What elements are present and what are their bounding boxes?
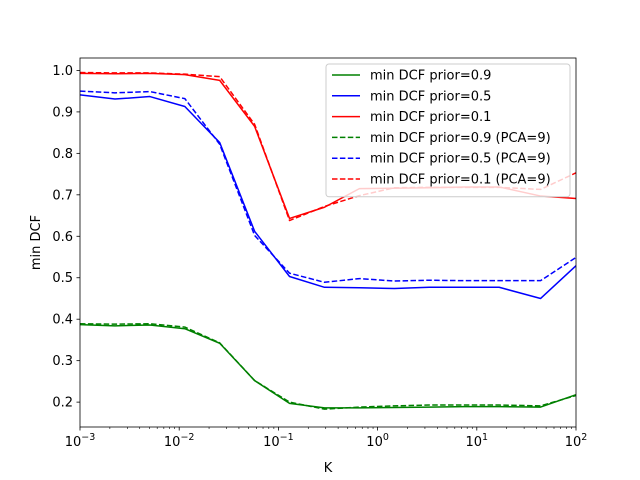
- x-tick-label: 101: [466, 432, 489, 450]
- x-tick-label: 10−1: [263, 432, 294, 450]
- x-axis-label: K: [324, 461, 333, 476]
- x-tick-label: 10−2: [164, 432, 195, 450]
- y-tick-label: 0.4: [52, 313, 73, 328]
- legend: min DCF prior=0.9 min DCF prior=0.5 min DC…: [325, 63, 571, 198]
- y-tick-label: 1.0: [52, 64, 73, 79]
- y-tick-label: 0.6: [52, 230, 73, 245]
- y-tick-label: 0.8: [52, 147, 73, 162]
- legend-label: min DCF prior=0.1 (PCA=9): [370, 173, 551, 188]
- x-tick-label: 102: [565, 432, 588, 450]
- series-line-2: [80, 94, 576, 300]
- legend-label: min DCF prior=0.5 (PCA=9): [370, 152, 551, 167]
- series-line-4: [80, 323, 576, 410]
- plot-frame: [79, 57, 577, 428]
- legend-label: min DCF prior=0.5: [370, 89, 491, 104]
- series-line-5: [80, 90, 576, 284]
- y-tick-label: 0.3: [52, 354, 73, 369]
- axes: 10−3 10−2 10−1 100 101 102 0.2 0.3 0.4 0.5 0.6 0.7 0…: [52, 57, 588, 450]
- x-tick-label: 10−3: [65, 432, 96, 450]
- y-axis-label: min DCF: [29, 215, 44, 270]
- y-tick-label: 0.5: [52, 271, 73, 286]
- series-line-1: [80, 323, 576, 409]
- legend-label: min DCF prior=0.9: [370, 69, 491, 84]
- x-tick-label: 100: [366, 432, 389, 450]
- y-tick-label: 0.7: [52, 188, 73, 203]
- y-tick-label: 0.2: [52, 396, 73, 411]
- plot-lines: [80, 71, 576, 410]
- y-tick-label: 0.9: [52, 105, 73, 120]
- legend-box: [325, 63, 571, 198]
- legend-label: min DCF prior=0.9 (PCA=9): [370, 131, 551, 146]
- series-line-6: [80, 71, 576, 222]
- legend-label: min DCF prior=0.1: [370, 110, 491, 125]
